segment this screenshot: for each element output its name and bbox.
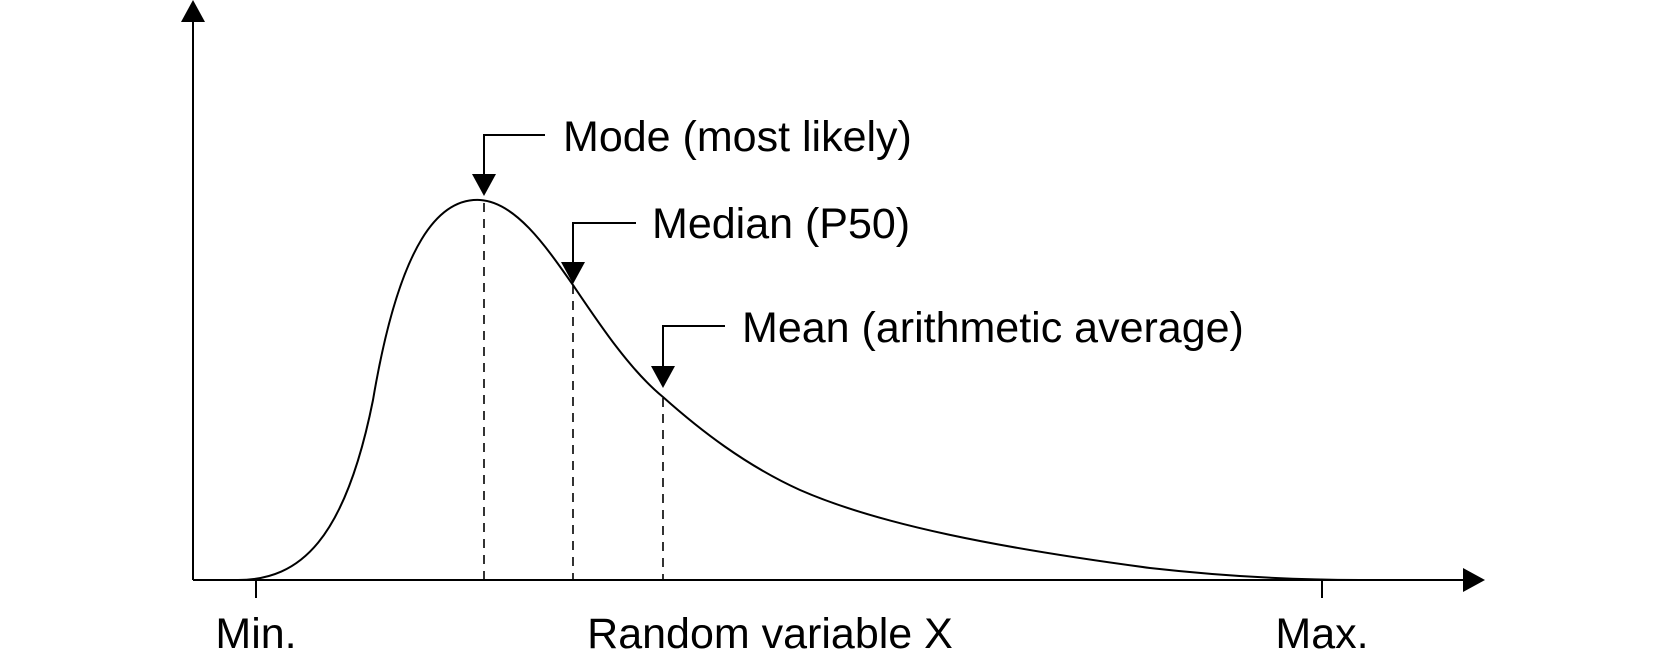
mode-leader-line [483, 134, 545, 176]
y-axis-arrow-icon [181, 0, 205, 22]
mode-label: Mode (most likely) [563, 113, 912, 161]
median-leader-line [572, 222, 636, 264]
x-axis-arrow-icon [1463, 568, 1485, 592]
mode-arrow-icon [472, 174, 496, 196]
min-label: Min. [215, 610, 296, 651]
density-curve [193, 198, 1361, 581]
mean-label: Mean (arithmetic average) [742, 304, 1244, 352]
x-axis-label: Random variable X [587, 610, 953, 651]
median-arrow-icon [561, 262, 585, 284]
median-label: Median (P50) [652, 200, 910, 248]
max-label: Max. [1275, 610, 1368, 651]
mean-leader-line [662, 325, 725, 368]
mean-arrow-icon [651, 366, 675, 388]
